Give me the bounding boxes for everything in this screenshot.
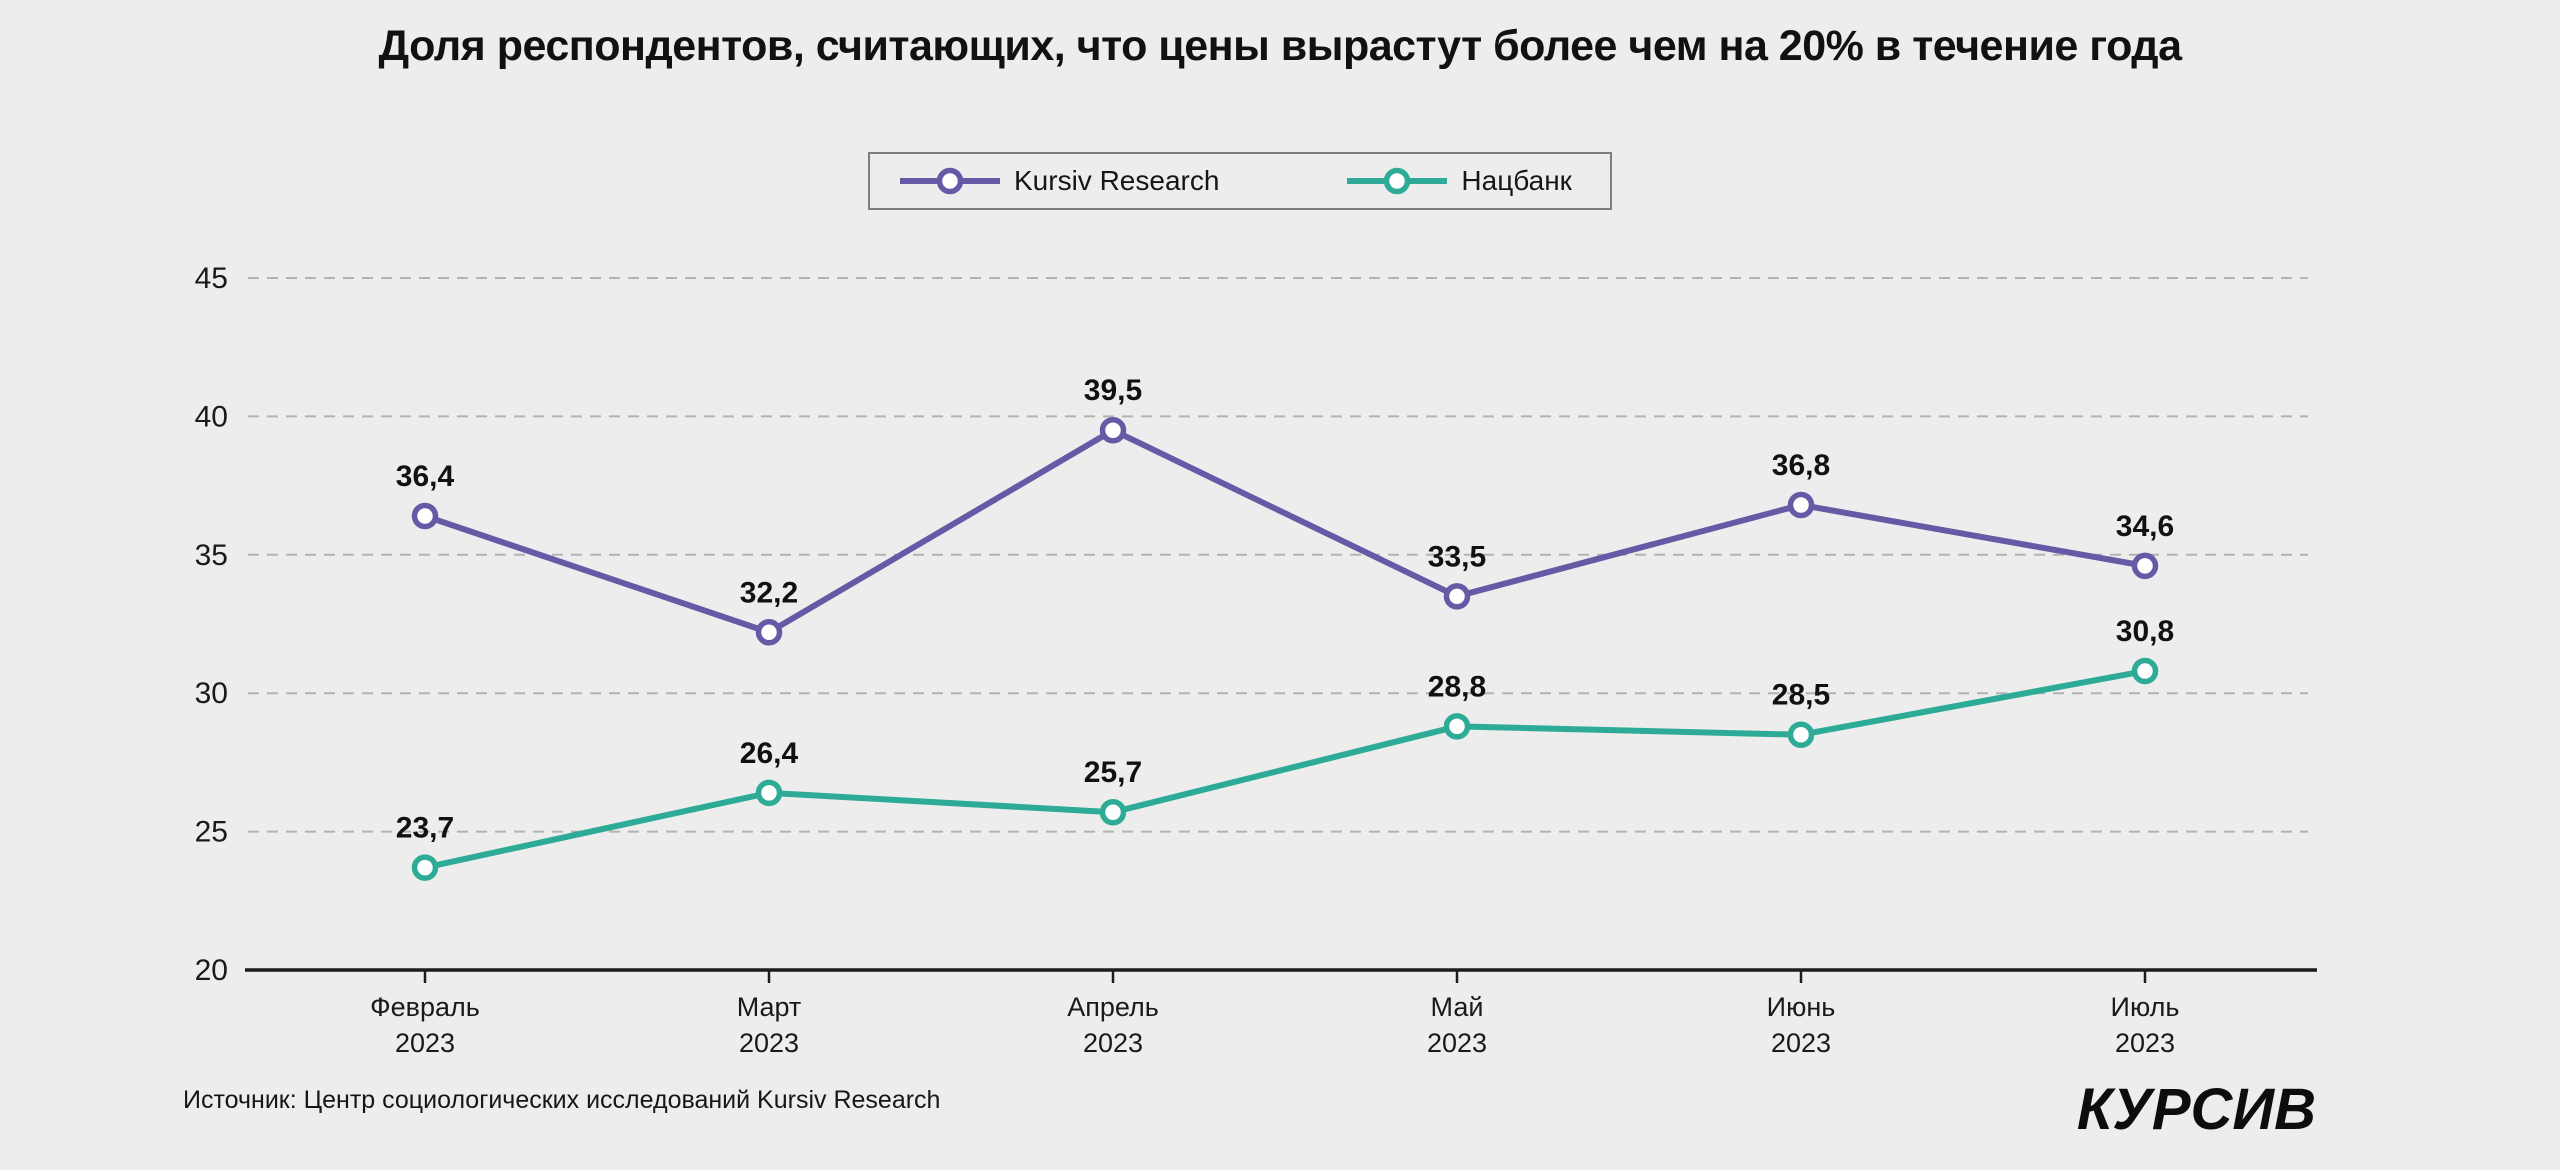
data-point-marker bbox=[755, 779, 783, 807]
data-point-label: 36,8 bbox=[1772, 449, 1830, 482]
line-marker-icon bbox=[1347, 167, 1448, 195]
data-point-label: 32,2 bbox=[740, 576, 798, 609]
data-point-marker bbox=[2131, 552, 2159, 580]
data-point-marker bbox=[2131, 657, 2159, 685]
legend-item-kursiv-research: Kursiv Research bbox=[900, 161, 1219, 201]
data-point-marker bbox=[1099, 798, 1127, 826]
data-point-label: 30,8 bbox=[2116, 615, 2174, 648]
y-axis-tick-label: 25 bbox=[195, 816, 228, 849]
data-point-label: 39,5 bbox=[1084, 374, 1142, 407]
x-axis-year-label: 2023 bbox=[395, 1028, 455, 1058]
x-axis-month-label: Февраль bbox=[370, 992, 480, 1022]
legend-item-label: Kursiv Research bbox=[1014, 165, 1220, 196]
y-axis-tick-label: 40 bbox=[195, 400, 228, 433]
x-axis-month-label: Март bbox=[737, 992, 802, 1022]
data-point-label: 34,6 bbox=[2116, 510, 2174, 543]
legend: Kursiv Research Нацбанк bbox=[868, 152, 1612, 210]
series-line-нацбанк bbox=[422, 668, 2148, 871]
x-axis-year-label: 2023 bbox=[1771, 1028, 1831, 1058]
data-point-marker bbox=[1443, 583, 1471, 610]
series-line-kursiv-research bbox=[422, 427, 2148, 636]
x-axis-year-label: 2023 bbox=[739, 1028, 799, 1058]
x-axis-year-label: 2023 bbox=[2115, 1028, 2175, 1058]
data-point-label: 28,8 bbox=[1428, 670, 1486, 703]
legend-item-label: Нацбанк bbox=[1461, 165, 1572, 196]
data-point-marker bbox=[1443, 713, 1471, 740]
x-axis-year-label: 2023 bbox=[1427, 1028, 1487, 1058]
data-point-label: 36,4 bbox=[396, 460, 455, 493]
legend-item-natsbank: Нацбанк bbox=[1347, 161, 1572, 201]
x-axis-month-label: Июль bbox=[2111, 992, 2180, 1022]
y-axis-tick-label: 30 bbox=[195, 677, 228, 710]
chart-title: Доля респондентов, считающих, что цены в… bbox=[378, 22, 2183, 70]
x-axis-year-label: 2023 bbox=[1083, 1028, 1143, 1058]
data-point-marker bbox=[755, 619, 783, 646]
source-note: Источник: Центр социологических исследов… bbox=[183, 1086, 941, 1114]
x-axis-month-label: Апрель bbox=[1067, 992, 1159, 1022]
data-point-label: 25,7 bbox=[1084, 756, 1142, 789]
x-axis-month-label: Май bbox=[1431, 992, 1484, 1022]
data-point-marker bbox=[1787, 491, 1815, 519]
y-axis-tick-label: 35 bbox=[195, 539, 228, 572]
y-axis-tick-label: 45 bbox=[195, 262, 228, 295]
data-point-marker bbox=[411, 502, 439, 530]
line-marker-icon bbox=[900, 167, 1000, 195]
data-point-label: 26,4 bbox=[740, 737, 799, 770]
data-point-label: 33,5 bbox=[1428, 540, 1486, 573]
data-point-label: 28,5 bbox=[1772, 679, 1830, 712]
data-point-marker bbox=[411, 854, 439, 881]
data-point-marker bbox=[1099, 416, 1127, 444]
data-point-label: 23,7 bbox=[396, 812, 454, 845]
kursiv-logo: КУРСИВ bbox=[2076, 1077, 2316, 1142]
x-axis-month-label: Июнь bbox=[1767, 992, 1836, 1022]
data-point-marker bbox=[1787, 721, 1815, 748]
y-axis-tick-label: 20 bbox=[195, 954, 228, 987]
